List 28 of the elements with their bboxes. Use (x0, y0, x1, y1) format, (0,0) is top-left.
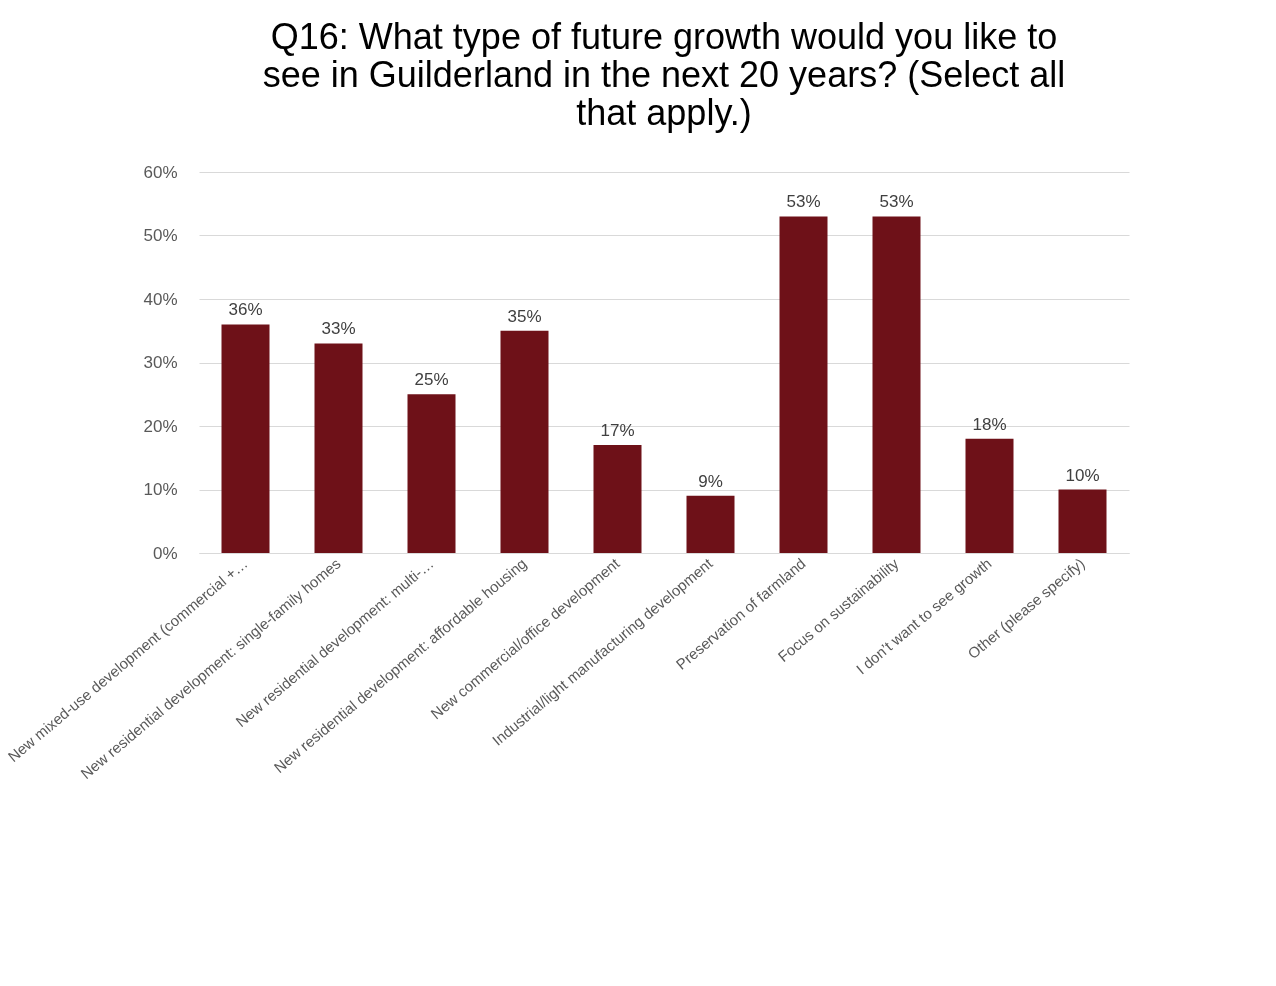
bar (779, 216, 828, 553)
data-label: 53% (786, 192, 821, 212)
data-label: 33% (321, 319, 356, 339)
bar (221, 324, 270, 553)
bar (686, 495, 735, 553)
y-tick-label: 60% (143, 162, 178, 182)
bar (500, 330, 549, 553)
data-label: 35% (507, 306, 542, 326)
data-label: 10% (1065, 465, 1100, 485)
data-label: 53% (879, 192, 914, 212)
y-tick-label: 30% (143, 353, 178, 372)
y-tick-label: 0% (152, 543, 178, 563)
data-label: 25% (414, 370, 449, 390)
bar (1058, 489, 1107, 553)
bar (872, 216, 921, 553)
y-tick-label: 10% (143, 480, 178, 499)
bar (314, 343, 363, 553)
data-label: 18% (972, 414, 1007, 434)
bar (593, 445, 642, 553)
bar (407, 394, 456, 553)
chart-title: Q16: What type of future growth would you like to see in Guilderland in the next 20 years? (Select all that apply.) (262, 16, 1066, 133)
bar (965, 438, 1014, 553)
data-label: 17% (600, 421, 635, 441)
data-label: 36% (228, 300, 263, 320)
y-tick-label: 20% (143, 416, 178, 436)
y-tick-label: 40% (143, 289, 178, 309)
data-label: 9% (698, 471, 723, 491)
y-tick-label: 50% (143, 226, 178, 245)
